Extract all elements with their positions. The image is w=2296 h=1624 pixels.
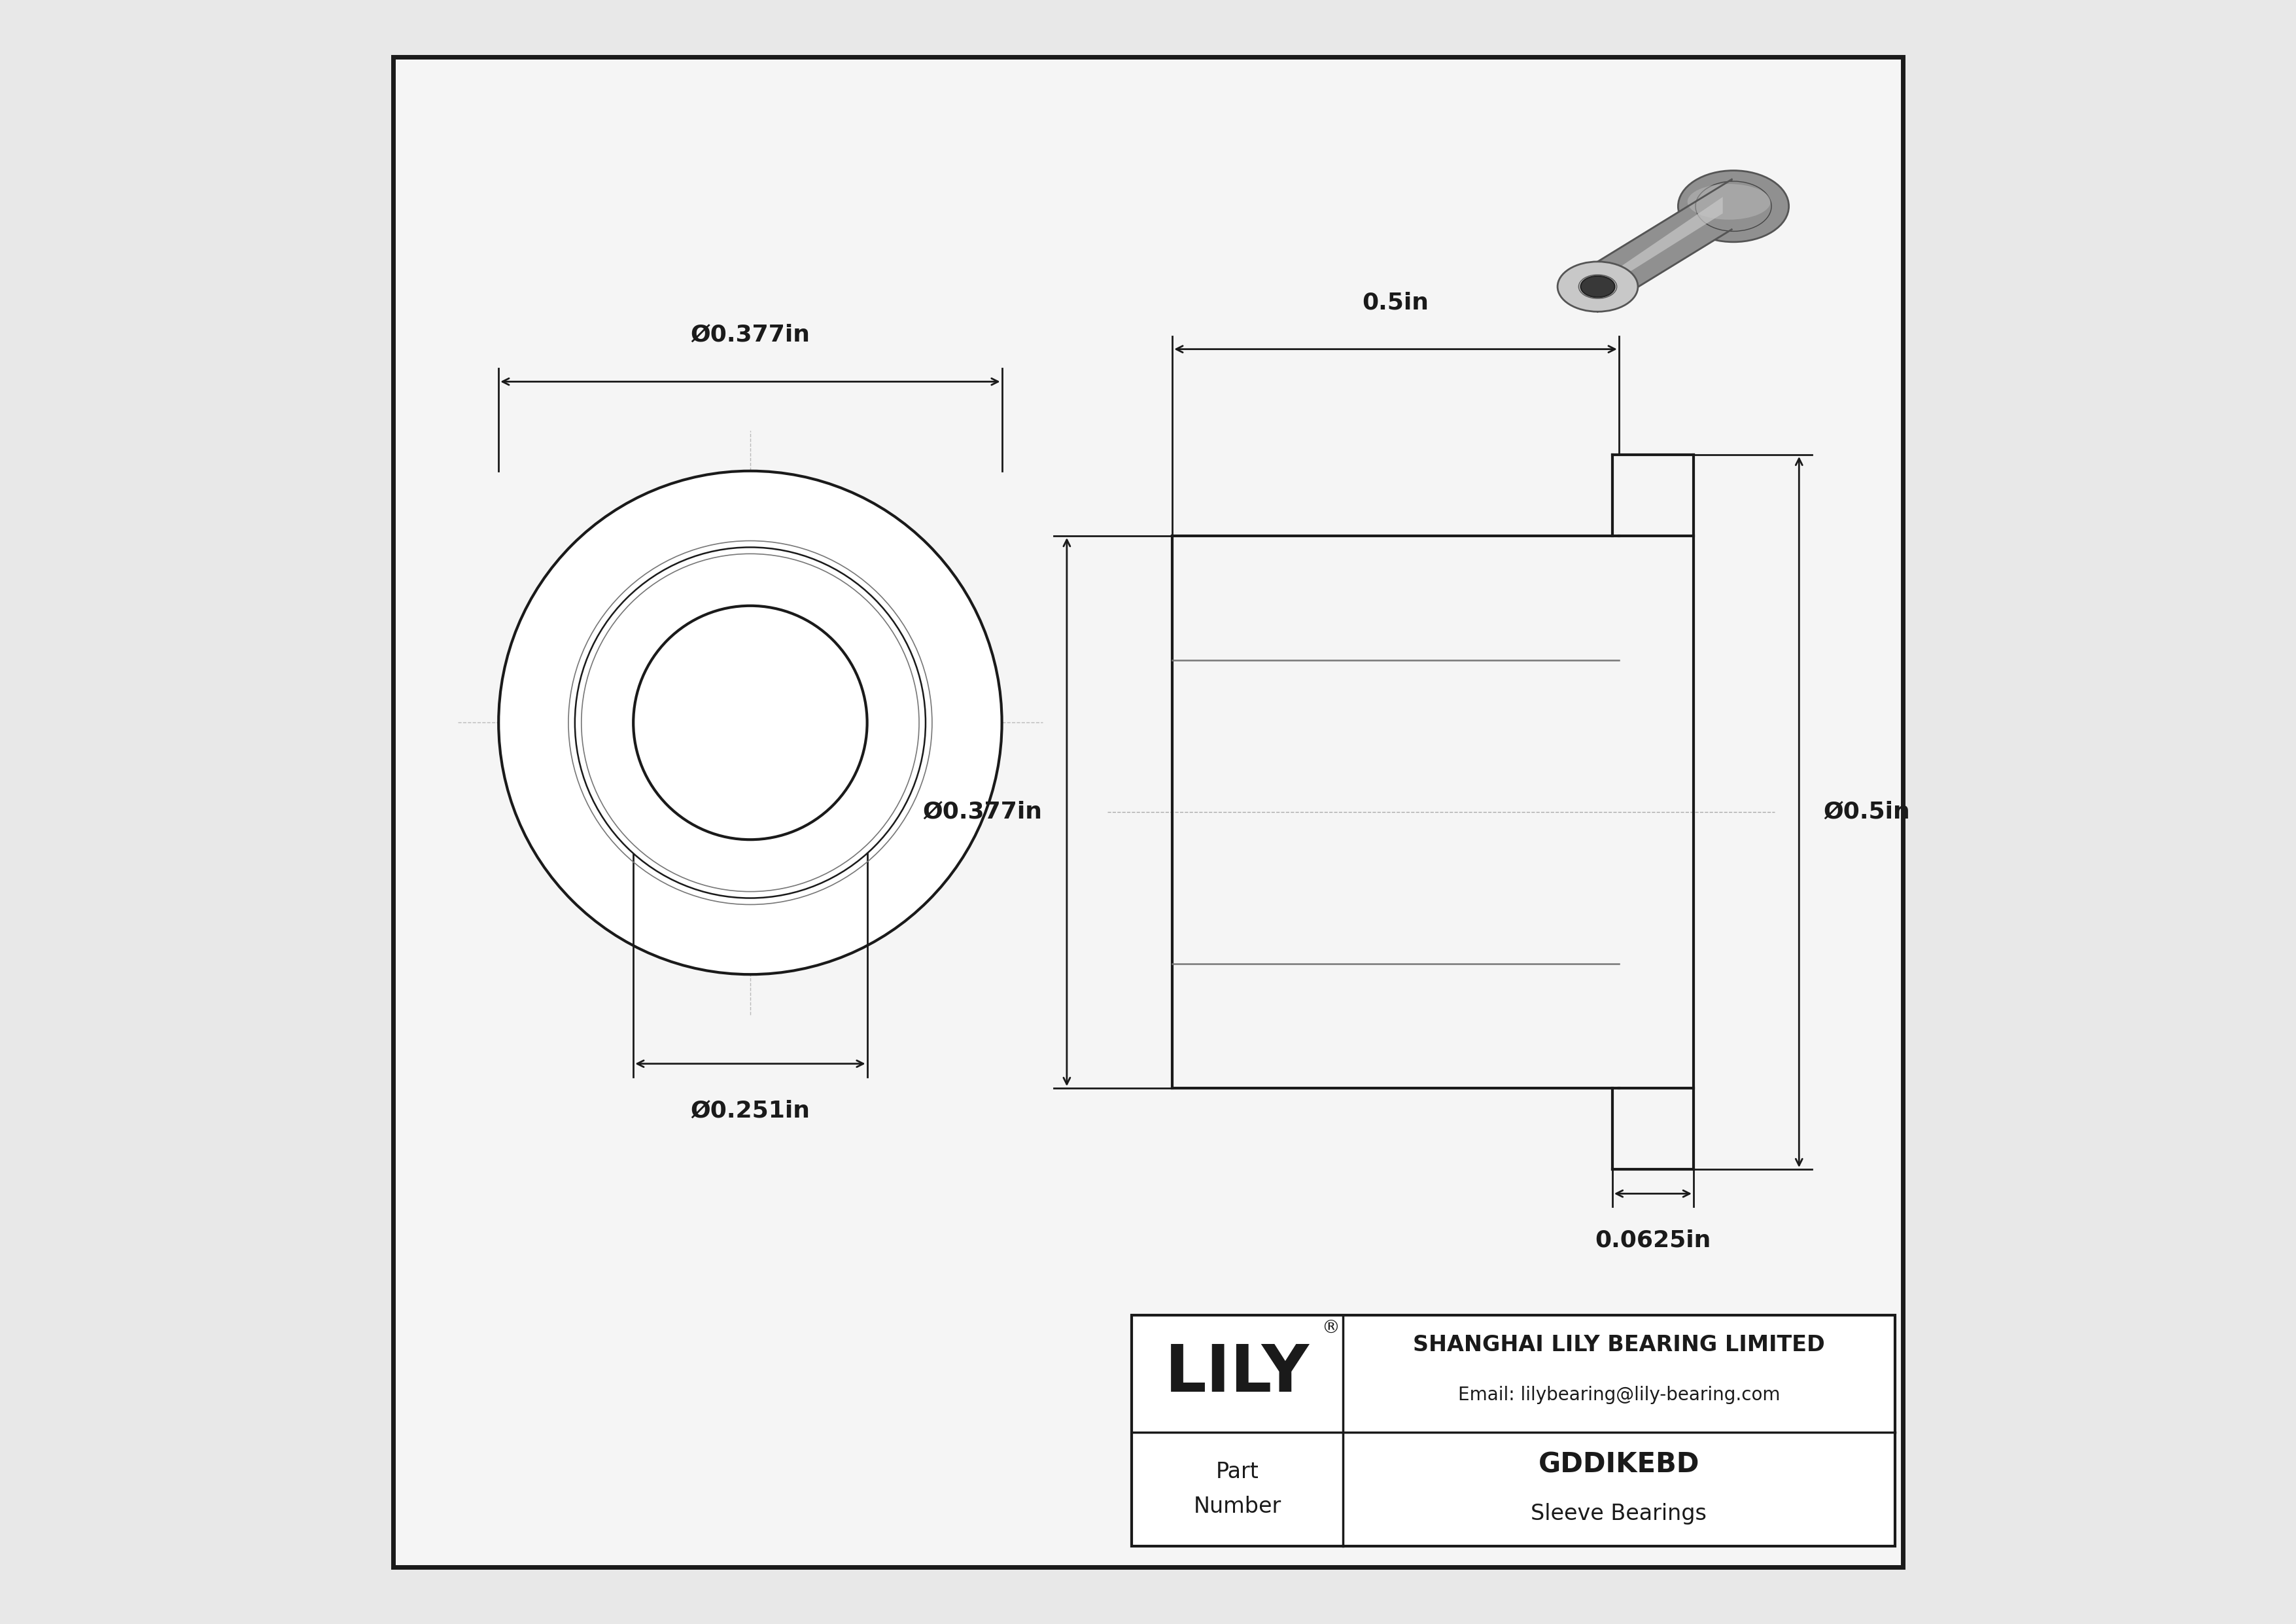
Text: Ø0.377in: Ø0.377in <box>691 323 810 346</box>
Text: SHANGHAI LILY BEARING LIMITED: SHANGHAI LILY BEARING LIMITED <box>1412 1333 1825 1356</box>
Polygon shape <box>1598 180 1731 312</box>
Text: 0.0625in: 0.0625in <box>1596 1229 1711 1252</box>
Text: Ø0.5in: Ø0.5in <box>1823 801 1910 823</box>
Ellipse shape <box>1688 184 1770 219</box>
Ellipse shape <box>1678 171 1789 242</box>
Polygon shape <box>1603 197 1722 289</box>
Text: Ø0.251in: Ø0.251in <box>691 1099 810 1122</box>
Ellipse shape <box>1557 261 1637 312</box>
Circle shape <box>498 471 1001 974</box>
Text: ®: ® <box>1322 1319 1341 1338</box>
Text: Ø0.377in: Ø0.377in <box>923 801 1042 823</box>
Bar <box>1132 1315 1894 1546</box>
Circle shape <box>634 606 868 840</box>
Text: LILY: LILY <box>1164 1341 1309 1406</box>
Text: Part
Number: Part Number <box>1194 1462 1281 1517</box>
Text: Sleeve Bearings: Sleeve Bearings <box>1531 1502 1706 1525</box>
Text: Email: lilybearing@lily-bearing.com: Email: lilybearing@lily-bearing.com <box>1458 1385 1779 1405</box>
Ellipse shape <box>1694 182 1773 231</box>
Ellipse shape <box>1580 276 1614 297</box>
Text: GDDIKEBD: GDDIKEBD <box>1538 1452 1699 1478</box>
Text: 0.5in: 0.5in <box>1362 291 1428 313</box>
Circle shape <box>574 547 925 898</box>
